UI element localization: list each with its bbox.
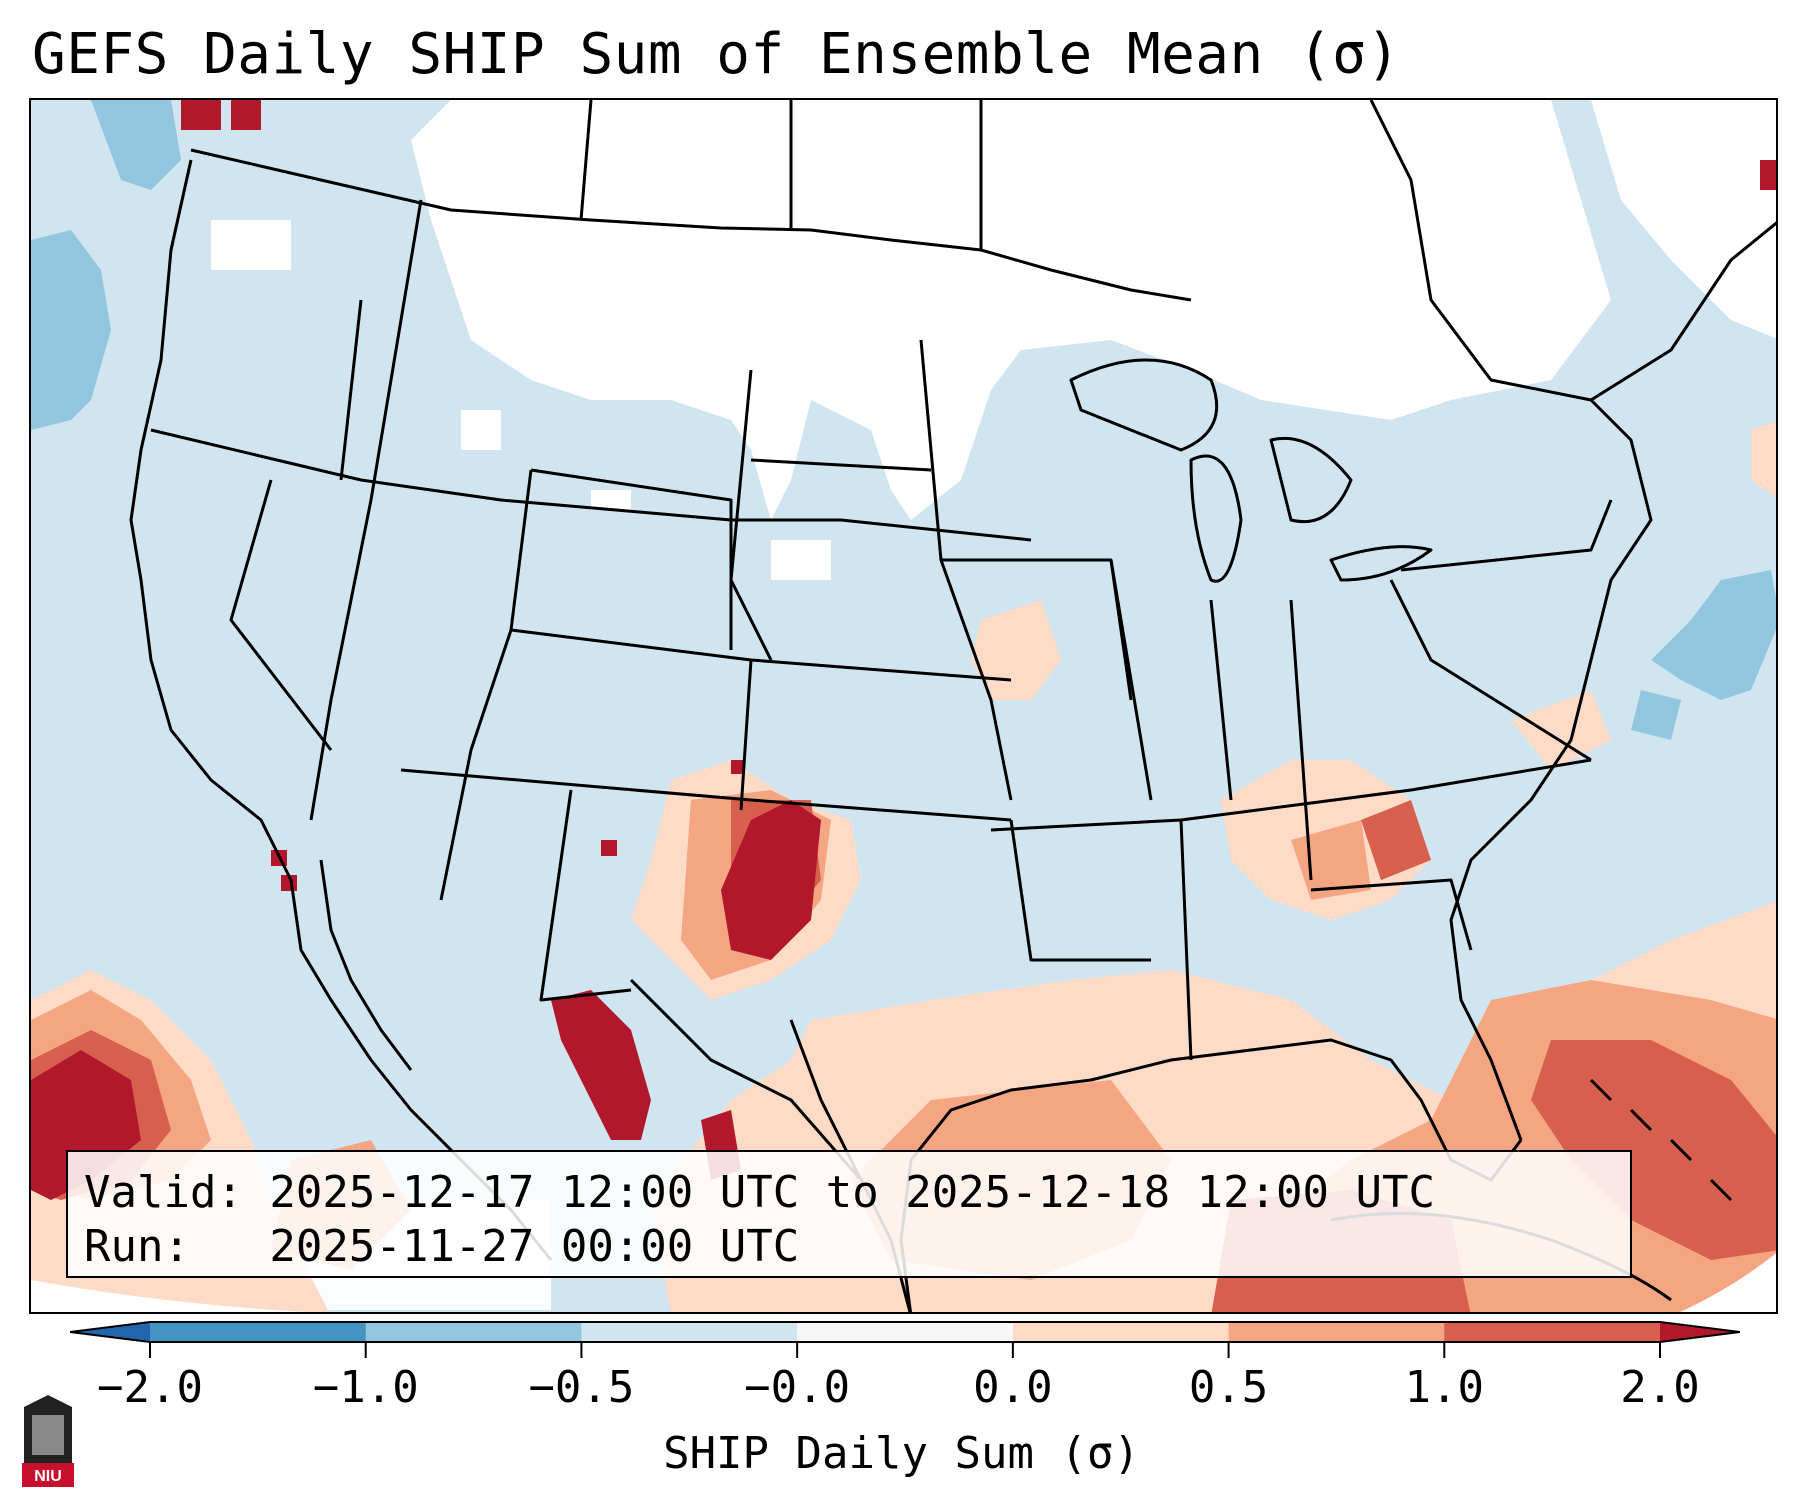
us-canada-border [190,148,1192,302]
colorbar-segment [1228,1322,1445,1342]
canada-dark-red [1760,160,1776,190]
negative-anomaly-field [31,100,1776,740]
colorbar-tick-label: −0.5 [528,1362,635,1413]
colorbar-tick-label: −0.0 [744,1362,851,1413]
west-coastline [129,159,553,1261]
northwest-blue-patch [91,100,181,190]
province-line [579,100,593,221]
rio-grande [629,978,863,1181]
sc-red-core [1361,800,1431,880]
state-line [1109,559,1153,801]
mexico-dark-red [551,990,651,1140]
map-panel [29,98,1778,1314]
colorbar-ticks [149,1342,1661,1358]
projection-edge-sw [31,1280,307,1312]
lake-michigan [1189,454,1243,583]
projection-edge-se [1679,1253,1776,1312]
niu-logo: NIU [22,1395,74,1487]
state-line [1179,819,1193,1061]
colorbar [69,1318,1741,1372]
state-line [1310,878,1473,951]
state-line [1289,599,1313,881]
logo-windows [32,1415,64,1455]
state-line [739,659,753,811]
map-canvas [31,100,1776,1312]
state-line [750,458,932,472]
lake-erie [1329,545,1433,582]
state-line [990,758,1592,832]
state-line [539,789,632,1002]
bc-dark-red-2 [231,100,261,130]
atlantic-blue-patch-2 [1631,690,1681,740]
bc-dark-red [181,100,221,130]
colorbar-segments [150,1322,1661,1342]
lake-huron [1269,436,1353,524]
pacific-blue-patch [31,230,111,430]
lake-superior [1069,358,1219,452]
colorbar-under-arrow [70,1322,150,1342]
caribbean-red-core [1531,1040,1776,1260]
state-line [339,299,363,481]
colorbar-tick-label: −2.0 [97,1362,203,1413]
white-cell [771,540,831,580]
colorbar-segment [1012,1322,1230,1342]
northeast-light-red [1751,421,1776,498]
tx-dark-red-dot [731,760,745,774]
northeast-white-area [1591,100,1776,339]
state-line [1400,499,1613,572]
colorbar-segment [1444,1322,1661,1342]
colorbar-segment [797,1322,1014,1342]
positive-anomaly-extreme [31,100,1776,1200]
colorbar-tick-label: 2.0 [1620,1362,1700,1413]
white-cell [591,490,631,510]
colorbar-over-arrow [1660,1322,1740,1342]
baja-peninsula [319,859,413,1071]
colorbar-label: SHIP Daily Sum (σ) [663,1428,1140,1479]
atlantic-blue-patch [1651,570,1776,700]
colorbar-tick-label: −1.0 [312,1362,419,1413]
state-line [729,369,773,661]
colorbar-svg [69,1321,1741,1358]
logo-banner [22,1463,74,1487]
state-line [400,768,1012,822]
colorbar-segment [365,1322,582,1342]
east-coastline [1449,398,1653,1141]
state-line [1009,819,1151,962]
colorbar-tick-label: 0.0 [973,1362,1053,1413]
state-line [1209,599,1233,801]
canada-east-boundary [1369,100,1776,402]
texas-dark-red [721,800,821,960]
state-line [229,479,333,751]
state-line-row1 [150,428,1032,542]
state-line [439,469,533,901]
colorbar-tick-label: 0.5 [1188,1362,1269,1413]
state-line [530,468,733,650]
pacific-dark-red [31,1050,141,1200]
map-title: GEFS Daily SHIP Sum of Ensemble Mean (σ) [32,22,1401,87]
state-line [919,339,1013,801]
valid-time-text: Valid: 2025-12-17 12:00 UTC to 2025-12-1… [84,1167,1436,1218]
logo-text: NIU [34,1468,62,1485]
white-cell [461,410,501,450]
nc-light-red [1511,690,1611,770]
valid-run-info-box: Valid: 2025-12-17 12:00 UTC to 2025-12-1… [66,1150,1632,1278]
midwest-light-red [971,600,1061,700]
white-cell [211,220,291,270]
nm-dark-red [601,840,617,856]
state-line [309,199,423,821]
run-time-text: Run: 2025-11-27 00:00 UTC [84,1221,800,1272]
colorbar-tick-label: 1.0 [1404,1362,1485,1413]
northern-white-area [411,100,1611,520]
bahamas-islands [1589,1078,1733,1202]
colorbar-segment [150,1322,367,1342]
state-line [1389,579,1592,762]
colorbar-segment [581,1322,798,1342]
